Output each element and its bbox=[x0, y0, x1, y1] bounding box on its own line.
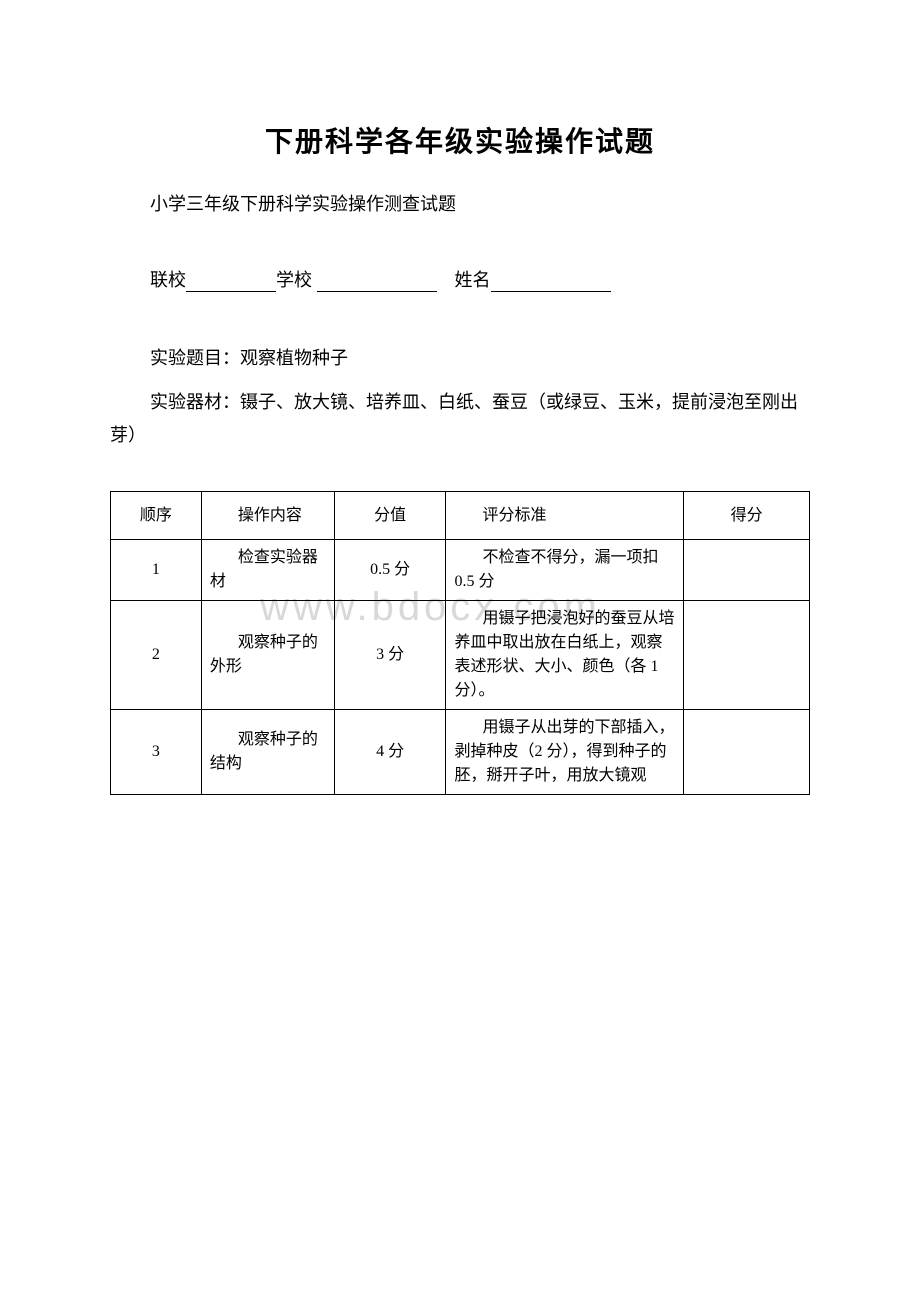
page-title: 下册科学各年级实验操作试题 bbox=[110, 120, 810, 160]
cell-seq: 3 bbox=[111, 710, 202, 795]
table-row: 2 观察种子的外形 3 分 用镊子把浸泡好的蚕豆从培养皿中取出放在白纸上，观察表… bbox=[111, 601, 810, 710]
document-content: 下册科学各年级实验操作试题 小学三年级下册科学实验操作测查试题 联校学校 姓名 … bbox=[110, 120, 810, 795]
form-label-school-group: 联校 bbox=[150, 270, 186, 290]
cell-operation: 观察种子的外形 bbox=[201, 601, 334, 710]
cell-operation: 观察种子的结构 bbox=[201, 710, 334, 795]
table-row: 3 观察种子的结构 4 分 用镊子从出芽的下部插入，剥掉种皮（2 分），得到种子… bbox=[111, 710, 810, 795]
cell-operation: 检查实验器材 bbox=[201, 540, 334, 601]
header-criteria: 评分标准 bbox=[446, 492, 684, 540]
materials-label: 实验器材： bbox=[150, 392, 240, 412]
header-seq: 顺序 bbox=[111, 492, 202, 540]
cell-seq: 1 bbox=[111, 540, 202, 601]
cell-score: 4 分 bbox=[334, 710, 446, 795]
cell-result bbox=[684, 540, 810, 601]
cell-score: 0.5 分 bbox=[334, 540, 446, 601]
form-label-school: 学校 bbox=[276, 270, 312, 290]
blank-school bbox=[317, 274, 437, 292]
table-header-row: 顺序 操作内容 分值 评分标准 得分 bbox=[111, 492, 810, 540]
header-score: 分值 bbox=[334, 492, 446, 540]
cell-result bbox=[684, 710, 810, 795]
blank-name bbox=[491, 274, 611, 292]
experiment-topic: 实验题目：观察植物种子 bbox=[110, 342, 810, 374]
subtitle: 小学三年级下册科学实验操作测查试题 bbox=[110, 190, 810, 216]
scoring-table: 顺序 操作内容 分值 评分标准 得分 1 检查实验器材 0.5 分 不检查不得分… bbox=[110, 491, 810, 795]
cell-seq: 2 bbox=[111, 601, 202, 710]
form-line: 联校 学校 姓名 bbox=[110, 266, 810, 292]
form-label-name: 姓名 bbox=[455, 270, 491, 290]
table-row: 1 检查实验器材 0.5 分 不检查不得分，漏一项扣 0.5 分 bbox=[111, 540, 810, 601]
blank-school-group bbox=[186, 274, 276, 292]
cell-criteria: 用镊子把浸泡好的蚕豆从培养皿中取出放在白纸上，观察表述形状、大小、颜色（各 1 … bbox=[446, 601, 684, 710]
topic-label: 实验题目： bbox=[150, 348, 240, 368]
cell-result bbox=[684, 601, 810, 710]
topic-value: 观察植物种子 bbox=[240, 348, 348, 368]
cell-criteria: 用镊子从出芽的下部插入，剥掉种皮（2 分），得到种子的胚，掰开子叶，用放大镜观 bbox=[446, 710, 684, 795]
experiment-materials: 实验器材：镊子、放大镜、培养皿、白纸、蚕豆（或绿豆、玉米，提前浸泡至刚出芽） bbox=[110, 386, 810, 451]
header-result: 得分 bbox=[684, 492, 810, 540]
cell-score: 3 分 bbox=[334, 601, 446, 710]
header-operation: 操作内容 bbox=[201, 492, 334, 540]
cell-criteria: 不检查不得分，漏一项扣 0.5 分 bbox=[446, 540, 684, 601]
